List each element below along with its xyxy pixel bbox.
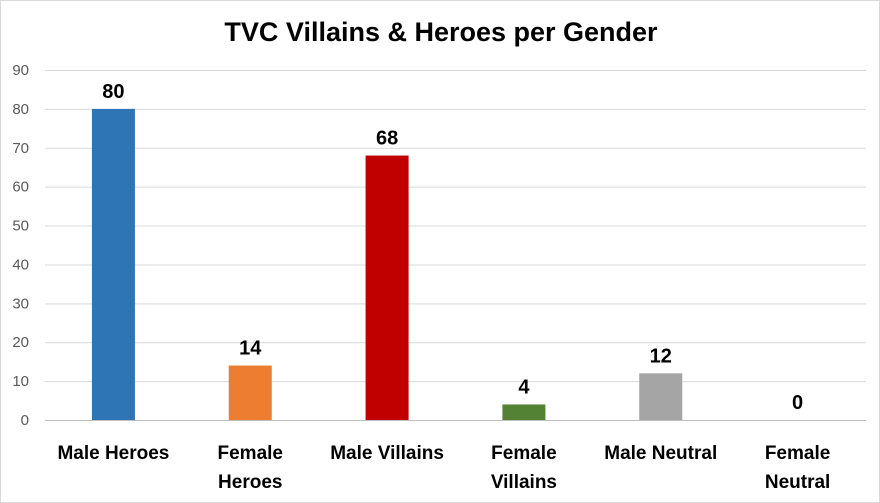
- chart-title: TVC Villains & Heroes per Gender: [224, 17, 658, 47]
- bar: [639, 373, 683, 420]
- x-tick-label: Male Heroes: [57, 443, 169, 464]
- data-label: 12: [650, 345, 672, 367]
- y-tick-label: 60: [12, 179, 29, 196]
- bars: [91, 108, 683, 421]
- y-axis-ticks: 0 10 20 30 40 50 60 70 80 90: [12, 62, 29, 429]
- gridlines: [45, 70, 866, 421]
- x-tick-label: Female Heroes: [218, 443, 283, 493]
- bar: [502, 404, 546, 420]
- data-labels: 80 14 68 4 12 0: [102, 81, 803, 414]
- y-tick-label: 20: [12, 334, 29, 351]
- data-label: 0: [792, 392, 803, 414]
- y-tick-label: 70: [12, 140, 29, 157]
- data-label: 4: [518, 376, 530, 398]
- y-tick-label: 90: [12, 62, 29, 79]
- y-tick-label: 80: [12, 101, 29, 118]
- y-tick-label: 30: [12, 295, 29, 312]
- x-tick-label: Male Villains: [330, 443, 444, 464]
- y-tick-label: 0: [21, 412, 29, 429]
- data-label: 80: [102, 81, 124, 103]
- bar: [228, 365, 272, 420]
- x-tick-label: Male Neutral: [604, 443, 717, 464]
- bar: [91, 108, 135, 420]
- data-label: 14: [239, 338, 262, 360]
- y-tick-label: 10: [12, 373, 29, 390]
- x-tick-label: Female Villains: [491, 443, 557, 493]
- y-tick-label: 50: [12, 218, 29, 235]
- y-tick-label: 40: [12, 256, 29, 273]
- bar: [365, 155, 409, 421]
- x-tick-label: Female Neutral: [765, 443, 830, 493]
- x-axis-ticks: Male Heroes Female Heroes Male Villains Fema…: [57, 443, 830, 493]
- data-label: 68: [376, 128, 398, 150]
